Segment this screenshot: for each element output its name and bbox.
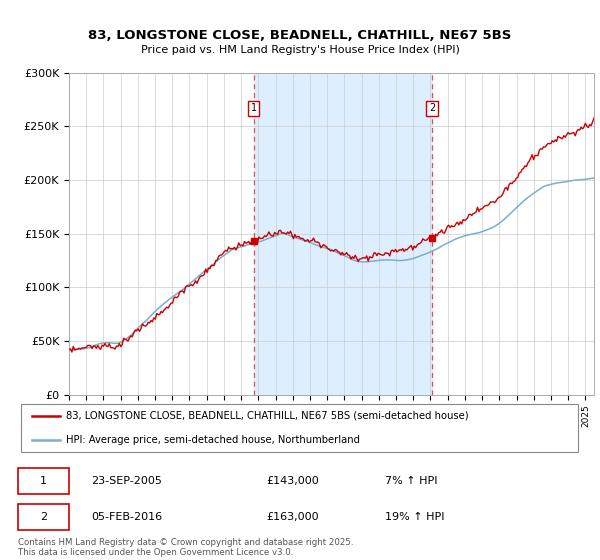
Text: 83, LONGSTONE CLOSE, BEADNELL, CHATHILL, NE67 5BS (semi-detached house): 83, LONGSTONE CLOSE, BEADNELL, CHATHILL,… [66, 411, 469, 421]
Text: 1: 1 [40, 475, 47, 486]
Text: £143,000: £143,000 [266, 475, 319, 486]
Text: 19% ↑ HPI: 19% ↑ HPI [385, 512, 444, 522]
FancyBboxPatch shape [21, 404, 578, 451]
Bar [254, 73, 432, 395]
Text: Price paid vs. HM Land Registry's House Price Index (HPI): Price paid vs. HM Land Registry's House … [140, 45, 460, 55]
Text: 83, LONGSTONE CLOSE, BEADNELL, CHATHILL, NE67 5BS: 83, LONGSTONE CLOSE, BEADNELL, CHATHILL,… [88, 29, 512, 42]
Text: Contains HM Land Registry data © Crown copyright and database right 2025.
This d: Contains HM Land Registry data © Crown c… [18, 538, 353, 557]
FancyBboxPatch shape [18, 468, 69, 494]
Text: 2: 2 [429, 103, 435, 113]
Text: £163,000: £163,000 [266, 512, 319, 522]
Text: 1: 1 [251, 103, 257, 113]
Text: 23-SEP-2005: 23-SEP-2005 [91, 475, 162, 486]
Text: 2: 2 [40, 512, 47, 522]
Text: 05-FEB-2016: 05-FEB-2016 [91, 512, 163, 522]
Text: HPI: Average price, semi-detached house, Northumberland: HPI: Average price, semi-detached house,… [66, 435, 360, 445]
Text: 7% ↑ HPI: 7% ↑ HPI [385, 475, 437, 486]
FancyBboxPatch shape [18, 504, 69, 530]
